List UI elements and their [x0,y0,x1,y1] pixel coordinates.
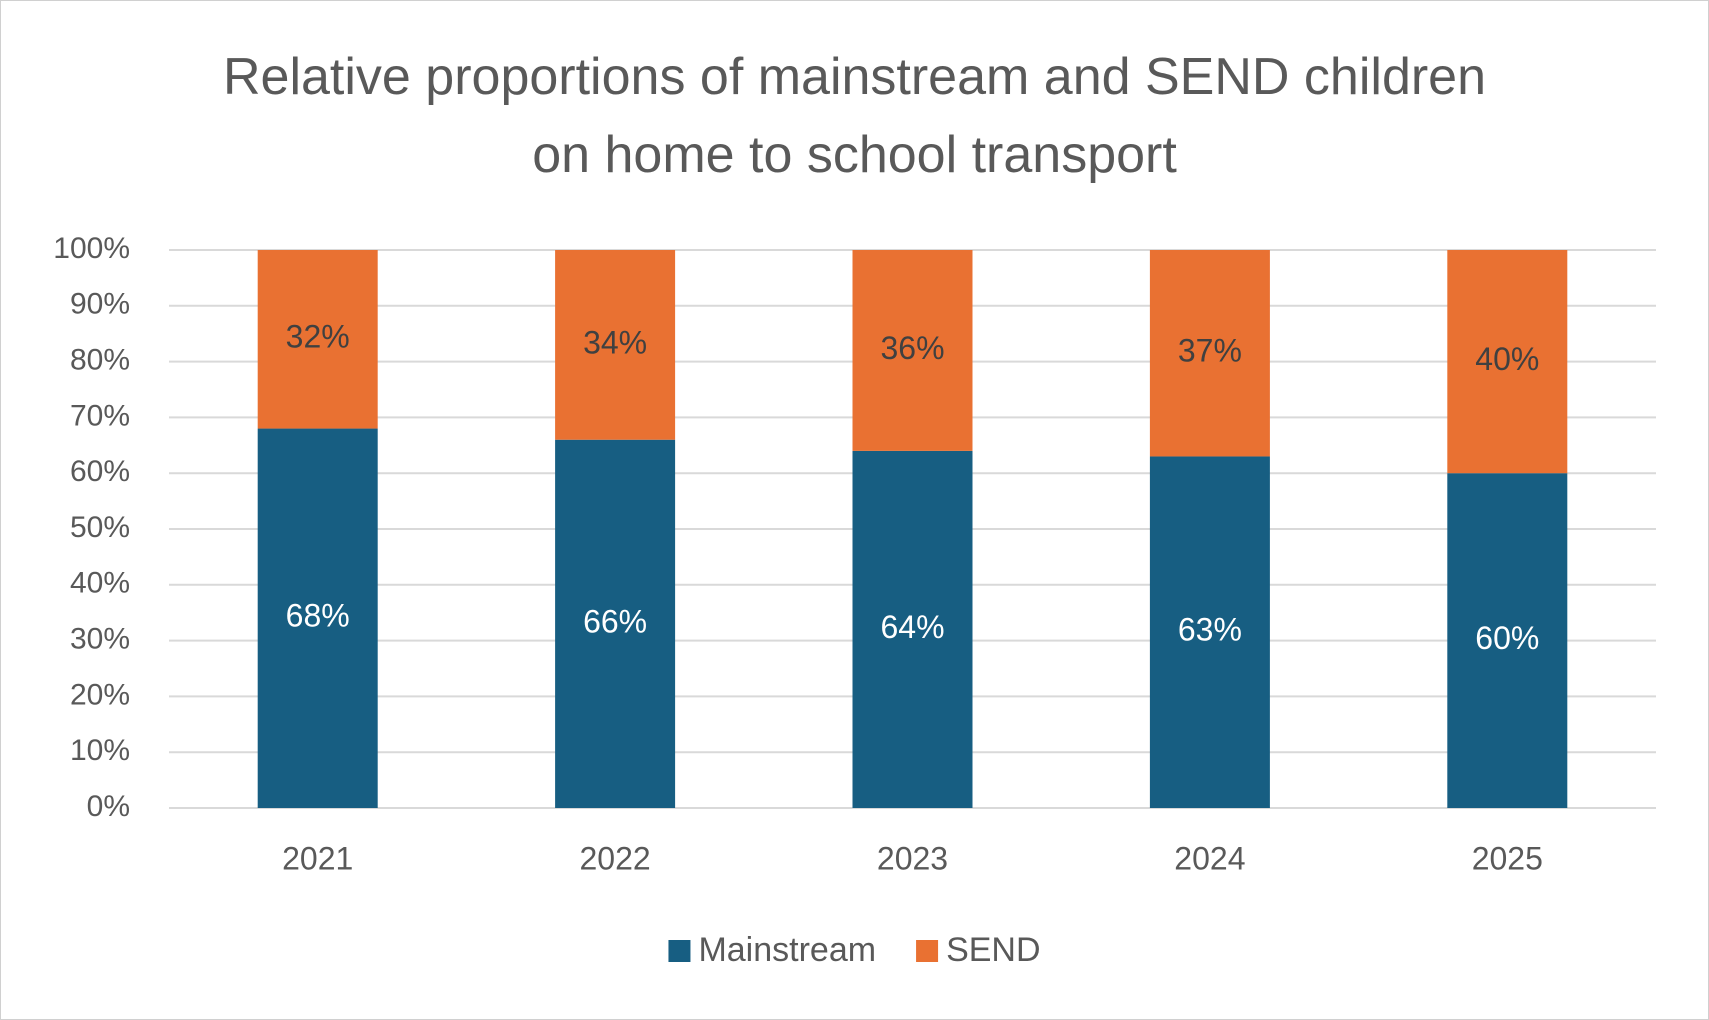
bar-segment [555,250,676,440]
legend-swatch [668,940,691,962]
legend-swatch [916,940,939,962]
data-label: 64% [880,609,944,645]
y-tick-label: 70% [70,399,130,432]
y-tick-label: 60% [70,455,130,488]
bar-segment [1149,250,1270,457]
y-tick-label: 50% [70,511,130,544]
x-tick-label: 2022 [580,840,651,876]
title-box: Relative proportions of mainstream and S… [0,38,1709,194]
x-tick-label: 2023 [877,840,948,876]
bar-segment [852,450,973,808]
bar-segment [555,439,676,808]
bar-segment [257,428,378,808]
y-tick-label: 0% [87,790,130,823]
bar-segment [1447,473,1568,808]
data-label: 40% [1475,341,1539,377]
data-label: 60% [1475,620,1539,656]
legend-label: SEND [946,931,1040,969]
chart-title: Relative proportions of mainstream and S… [222,48,1487,184]
x-tick-label: 2021 [282,840,353,876]
y-tick-label: 20% [70,678,130,711]
x-tick-label: 2025 [1472,840,1543,876]
bar-segment [1149,456,1270,808]
y-tick-label: 40% [70,567,130,600]
data-label: 32% [286,319,350,355]
bar-segment [257,250,378,429]
x-tick-label: 2024 [1174,840,1245,876]
data-label: 66% [583,603,647,639]
data-label: 63% [1178,612,1242,648]
data-label: 34% [583,324,647,360]
data-label: 68% [286,598,350,634]
y-tick-label: 30% [70,623,130,656]
y-tick-label: 80% [70,344,130,377]
bar-segment [852,250,973,451]
data-label: 37% [1178,333,1242,369]
y-tick-label: 90% [70,288,130,321]
bar-segment [1447,250,1568,474]
y-tick-label: 10% [70,734,130,767]
legend-label: Mainstream [698,931,876,969]
y-tick-label: 100% [53,232,130,265]
data-label: 36% [880,330,944,366]
